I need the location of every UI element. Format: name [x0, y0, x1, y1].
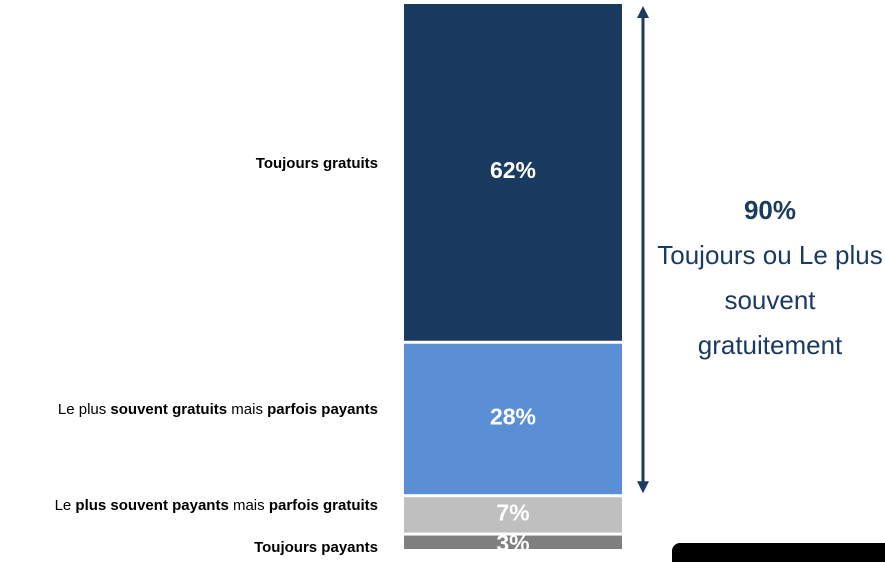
label-run: Le plus [57, 401, 111, 419]
bar-segment [404, 4, 622, 341]
label-run: Le [54, 497, 76, 515]
value-label: 3% [496, 530, 529, 556]
label-run: parfois gratuits [268, 497, 378, 515]
value-label: 28% [490, 404, 536, 430]
label-run: Toujours gratuits [255, 154, 378, 172]
value-label: 62% [490, 157, 536, 183]
annotation-text: Toujours ou Le plus souvent gratuitement [657, 240, 883, 360]
category-label: Toujours gratuits [4, 153, 378, 175]
bar-segment [404, 535, 622, 549]
bar-segment [404, 343, 622, 495]
label-run: mais [228, 497, 269, 515]
value-label: 7% [496, 499, 529, 525]
category-label: Le plus souvent gratuits mais parfois pa… [4, 399, 378, 421]
label-run: parfois payants [267, 401, 378, 419]
annotation-value: 90% [743, 195, 797, 225]
label-run: souvent gratuits [110, 401, 228, 419]
category-label: Toujours payants [4, 537, 378, 559]
label-run: mais [227, 401, 268, 419]
category-label: Le plus souvent payants mais parfois gra… [4, 495, 378, 517]
arrow-head [637, 481, 649, 494]
bar-segment [404, 497, 622, 533]
overlay-box [672, 543, 885, 562]
label-run: Toujours payants [254, 538, 378, 556]
arrow-head [637, 6, 649, 18]
annotation: 90% Toujours ou Le plus souvent gratuite… [655, 188, 885, 368]
label-run: plus souvent payants [75, 497, 229, 515]
